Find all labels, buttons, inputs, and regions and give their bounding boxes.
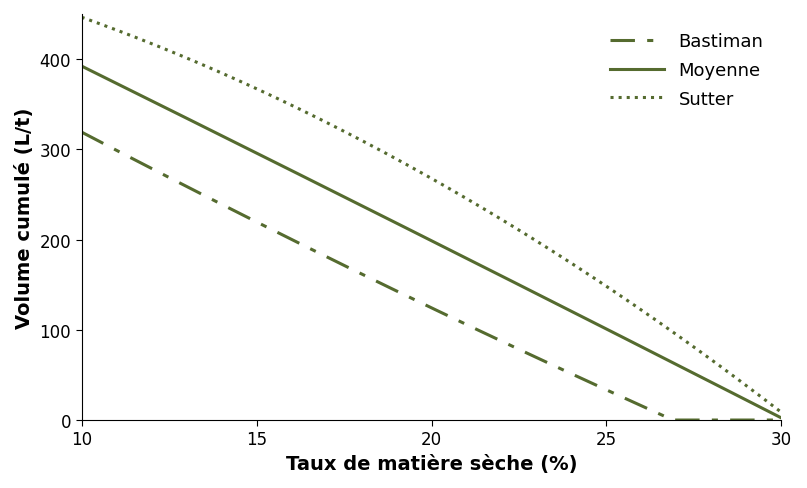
Line: Bastiman: Bastiman	[82, 133, 781, 420]
Moyenne	[413, 232, 423, 238]
Moyenne	[759, 407, 769, 412]
Y-axis label: Volume cumulé (L/t): Volume cumulé (L/t)	[15, 107, 34, 328]
Bastiman	[413, 299, 423, 305]
Line: Sutter: Sutter	[82, 18, 781, 412]
X-axis label: Taux de matière sèche (%): Taux de matière sèche (%)	[286, 454, 577, 473]
Sutter	[455, 193, 465, 199]
Bastiman	[409, 297, 419, 303]
Sutter	[77, 15, 86, 21]
Bastiman	[761, 417, 771, 423]
Moyenne	[776, 415, 786, 421]
Line: Moyenne: Moyenne	[82, 67, 781, 418]
Sutter	[776, 409, 786, 415]
Bastiman	[493, 337, 503, 343]
Moyenne	[493, 272, 503, 278]
Moyenne	[409, 229, 419, 235]
Bastiman	[776, 417, 786, 423]
Sutter	[409, 166, 419, 172]
Bastiman	[77, 130, 86, 136]
Sutter	[650, 317, 660, 323]
Legend: Bastiman, Moyenne, Sutter: Bastiman, Moyenne, Sutter	[601, 24, 772, 118]
Moyenne	[455, 253, 465, 259]
Bastiman	[455, 319, 465, 325]
Sutter	[759, 397, 769, 403]
Moyenne	[650, 351, 660, 357]
Moyenne	[77, 64, 86, 70]
Sutter	[413, 169, 423, 175]
Bastiman	[669, 417, 679, 423]
Sutter	[493, 215, 503, 221]
Bastiman	[650, 409, 660, 415]
